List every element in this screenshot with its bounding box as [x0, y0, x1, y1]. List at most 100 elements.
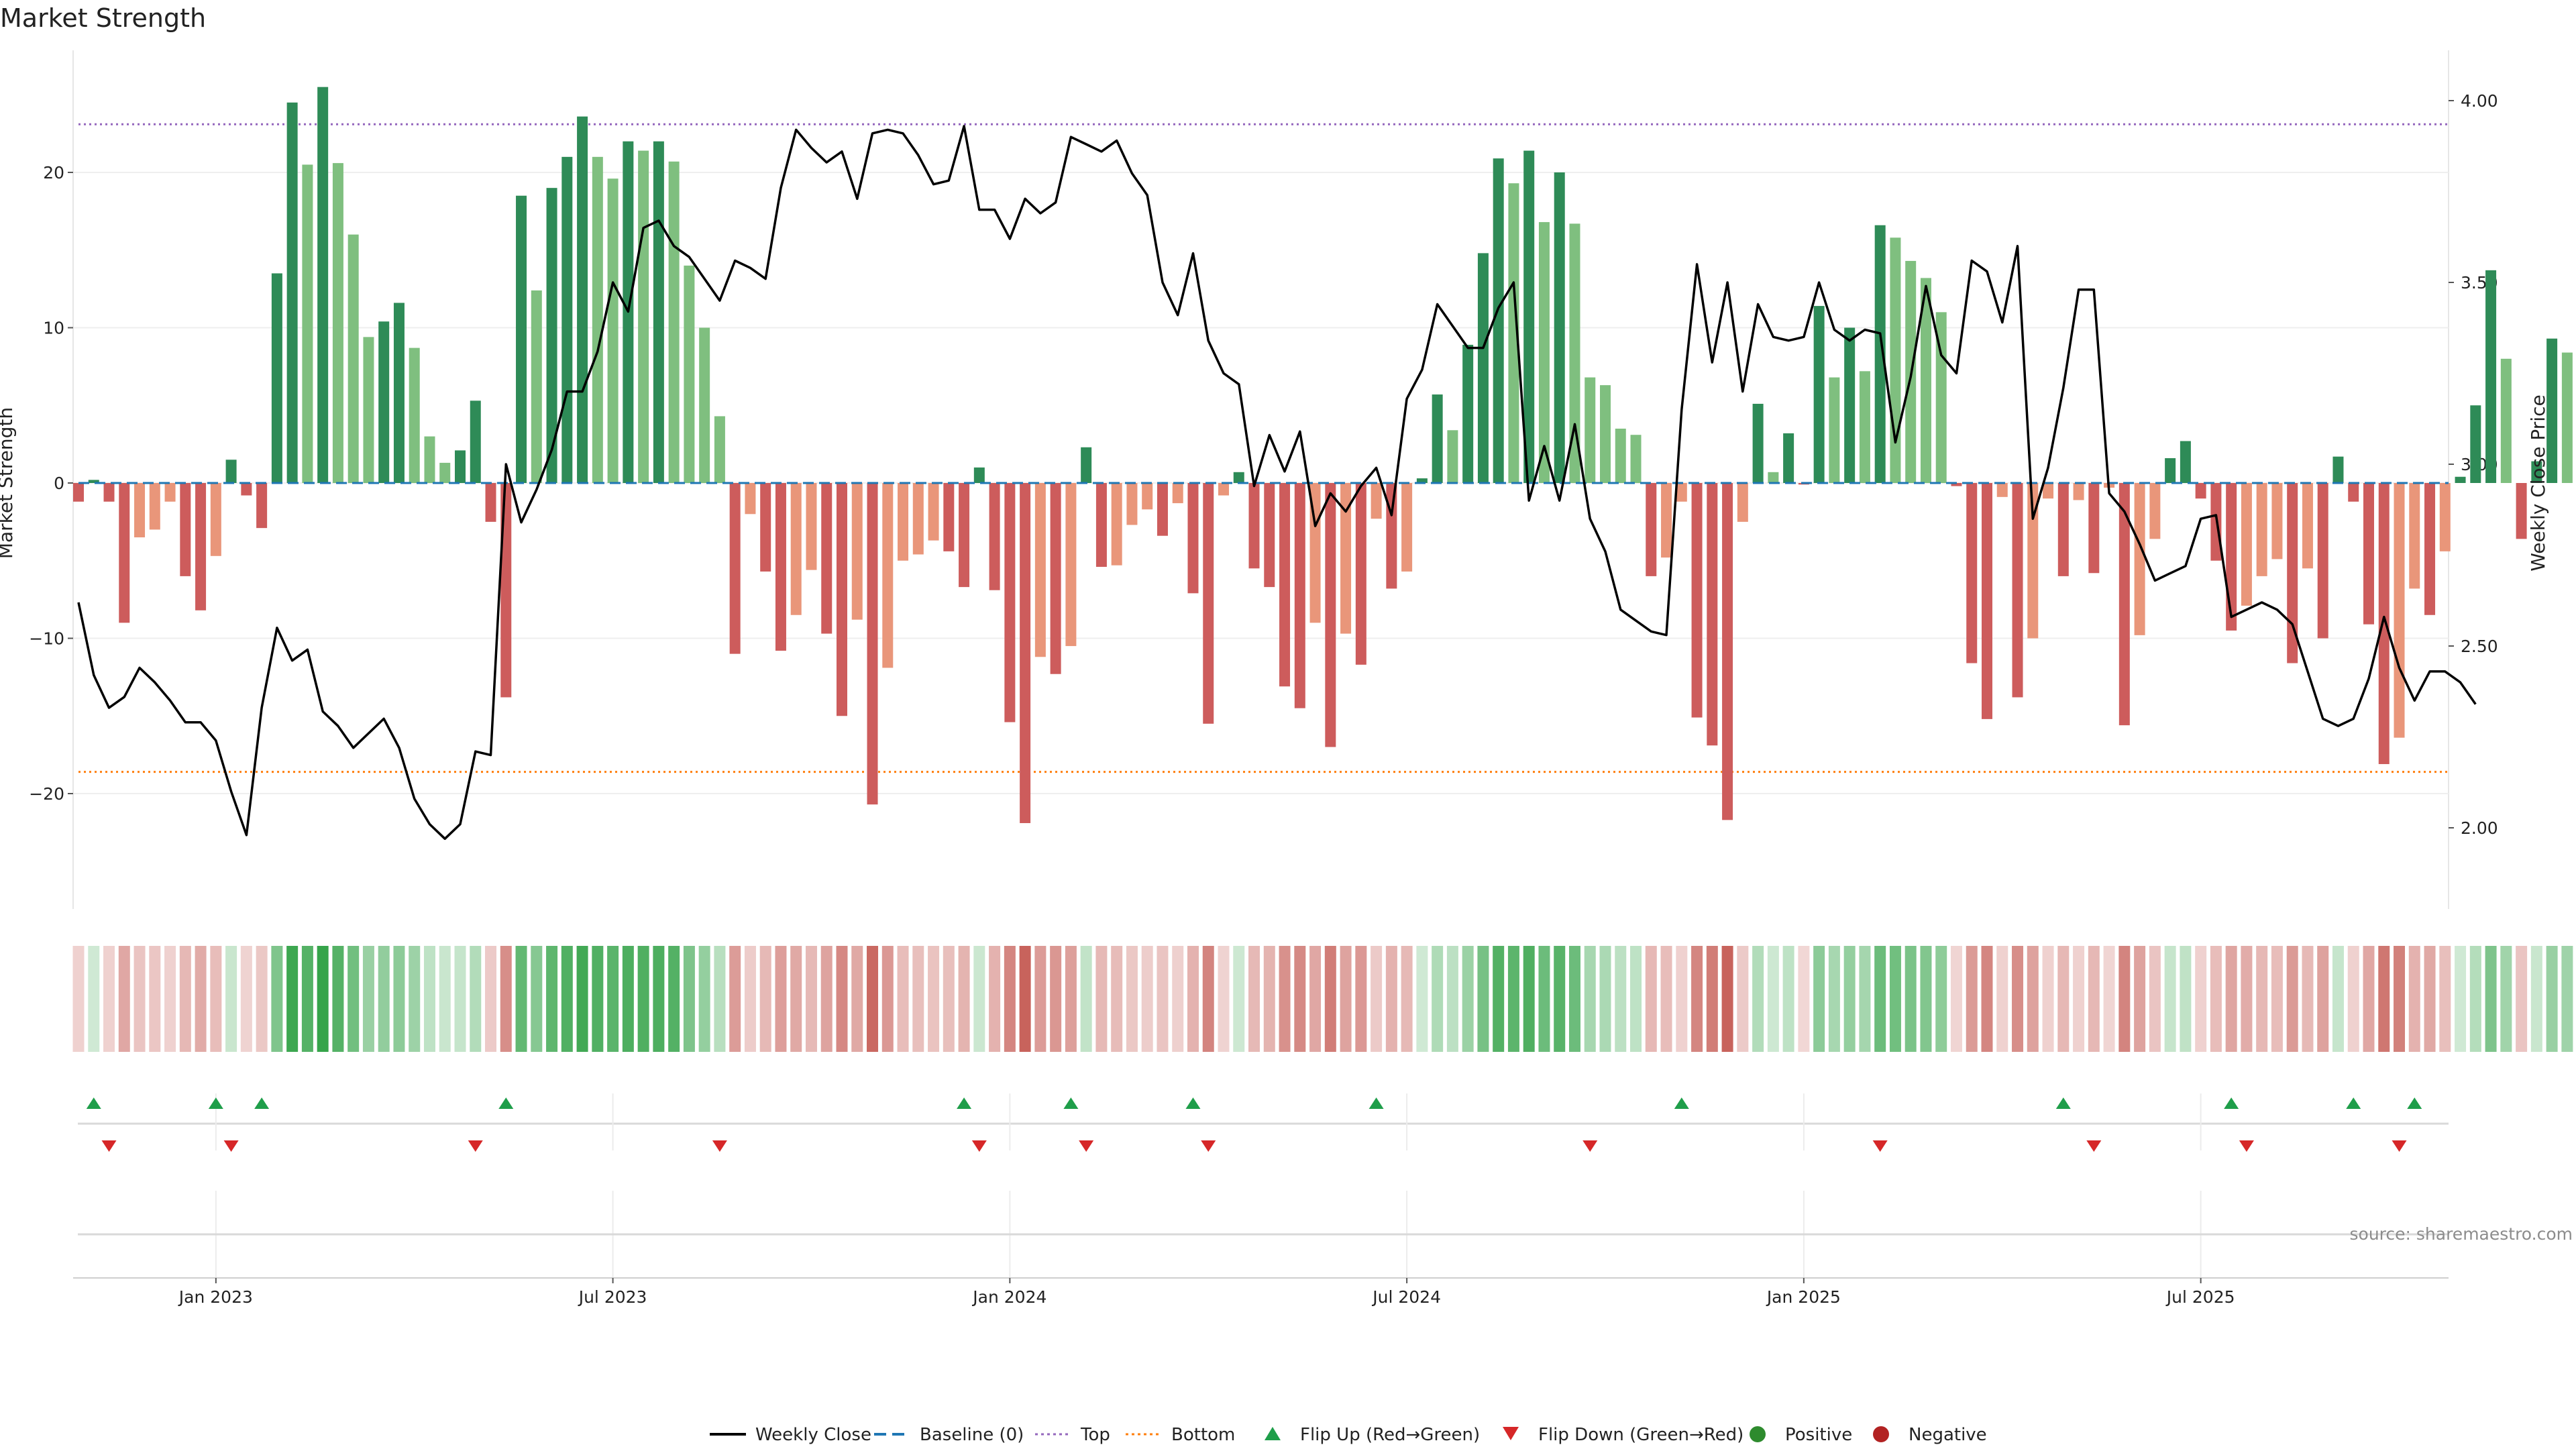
legend-label: Top	[1080, 1425, 1110, 1445]
heat-cell	[1615, 946, 1627, 1052]
strength-bar	[1523, 150, 1535, 483]
heat-cell	[943, 946, 955, 1052]
strength-bar	[1065, 483, 1077, 647]
strength-bar	[2424, 483, 2436, 615]
strength-bar	[821, 483, 833, 634]
strength-bar	[684, 265, 695, 483]
strength-bar	[2226, 483, 2237, 631]
strength-bar	[2088, 483, 2100, 574]
strength-bar	[973, 467, 985, 483]
heat-cell	[1324, 946, 1336, 1052]
strength-bar	[1355, 483, 1366, 665]
heat-cell	[683, 946, 695, 1052]
legend-label: Positive	[1785, 1425, 1852, 1445]
heat-cell	[1981, 946, 1993, 1052]
heat-cell	[2347, 946, 2359, 1052]
heat-cell	[2485, 946, 2497, 1052]
y-tick-label: 10	[43, 319, 64, 338]
flip-up-marker	[498, 1097, 514, 1109]
flip-panel-vgrid	[215, 1093, 2202, 1278]
strength-bar	[1218, 483, 1229, 496]
strength-bar	[1432, 394, 1443, 483]
heat-cell	[790, 946, 802, 1052]
strength-bar	[760, 483, 771, 572]
strength-bar	[653, 141, 664, 483]
heat-cell	[1004, 946, 1016, 1052]
strength-bar	[867, 483, 878, 805]
heat-cell	[2561, 946, 2573, 1052]
strength-bar	[806, 483, 817, 570]
strength-bar	[1646, 483, 1657, 576]
strength-bar	[1111, 483, 1122, 566]
flip-up-marker	[1368, 1097, 1384, 1109]
flip-up-marker	[208, 1097, 223, 1109]
heat-cell	[1538, 946, 1550, 1052]
heat-cell	[881, 946, 894, 1052]
strength-bar	[1203, 483, 1214, 724]
strength-bar	[1813, 306, 1825, 483]
y-axis-label: Market Strength	[0, 407, 17, 559]
heat-cell	[1401, 946, 1413, 1052]
y-tick-label: −10	[29, 629, 64, 649]
flip-up-marker	[957, 1097, 972, 1109]
strength-bar	[898, 483, 909, 561]
heat-cell	[1935, 946, 1947, 1052]
strength-bar	[837, 483, 847, 716]
heat-cell	[1019, 946, 1031, 1052]
heat-cell	[393, 946, 405, 1052]
heat-cell	[332, 946, 344, 1052]
strength-bar	[2500, 358, 2512, 483]
heat-cell	[378, 946, 390, 1052]
strength-bar	[1126, 483, 1138, 525]
heat-cell	[2180, 946, 2192, 1052]
strength-bar	[2561, 352, 2573, 483]
heat-cell	[256, 946, 268, 1052]
heat-cell	[409, 946, 421, 1052]
heat-cell	[1767, 946, 1779, 1052]
flip-up-marker	[1185, 1097, 1201, 1109]
heat-cell	[1477, 946, 1489, 1052]
strength-bar	[1095, 483, 1107, 568]
strength-bars	[73, 87, 2573, 823]
heat-cell	[1645, 946, 1657, 1052]
flip-down-marker	[1582, 1140, 1598, 1152]
flip-up-marker	[2346, 1097, 2361, 1109]
strength-bar	[363, 337, 374, 483]
strength-bar	[561, 156, 573, 483]
heat-cell	[164, 946, 176, 1052]
strength-bar	[577, 116, 588, 483]
strength-bar	[1569, 223, 1580, 483]
heat-cell	[2134, 946, 2146, 1052]
strength-bar	[1004, 483, 1016, 722]
strength-bar	[2516, 483, 2527, 539]
strength-bar	[2348, 483, 2359, 502]
heat-cell	[2210, 946, 2222, 1052]
heat-cell	[820, 946, 833, 1052]
heat-cell	[470, 946, 482, 1052]
strength-bar	[2363, 483, 2374, 625]
strength-bar	[347, 234, 359, 483]
strength-bar	[2165, 458, 2176, 483]
heat-cell	[485, 946, 497, 1052]
strength-bar	[1340, 483, 1352, 634]
heat-cell	[2317, 946, 2329, 1052]
flip-down-marker	[1079, 1140, 1094, 1152]
strength-bar	[1081, 447, 1092, 483]
heat-cell	[500, 946, 512, 1052]
strength-bar	[1508, 183, 1519, 483]
flip-down-marker	[1201, 1140, 1216, 1152]
heat-cell	[1798, 946, 1810, 1052]
heat-cell	[1630, 946, 1642, 1052]
strength-bar	[928, 483, 939, 541]
heat-cell	[1950, 946, 1962, 1052]
strength-bar	[1477, 253, 1489, 483]
heat-cell	[867, 946, 879, 1052]
heat-cell	[1095, 946, 1108, 1052]
strength-bar	[332, 163, 343, 484]
heat-cell	[1371, 946, 1383, 1052]
strength-bar	[2012, 483, 2023, 698]
strength-bar	[2332, 456, 2344, 483]
heat-cell	[1782, 946, 1794, 1052]
strength-bar	[1982, 483, 1992, 719]
heat-cell	[561, 946, 573, 1052]
